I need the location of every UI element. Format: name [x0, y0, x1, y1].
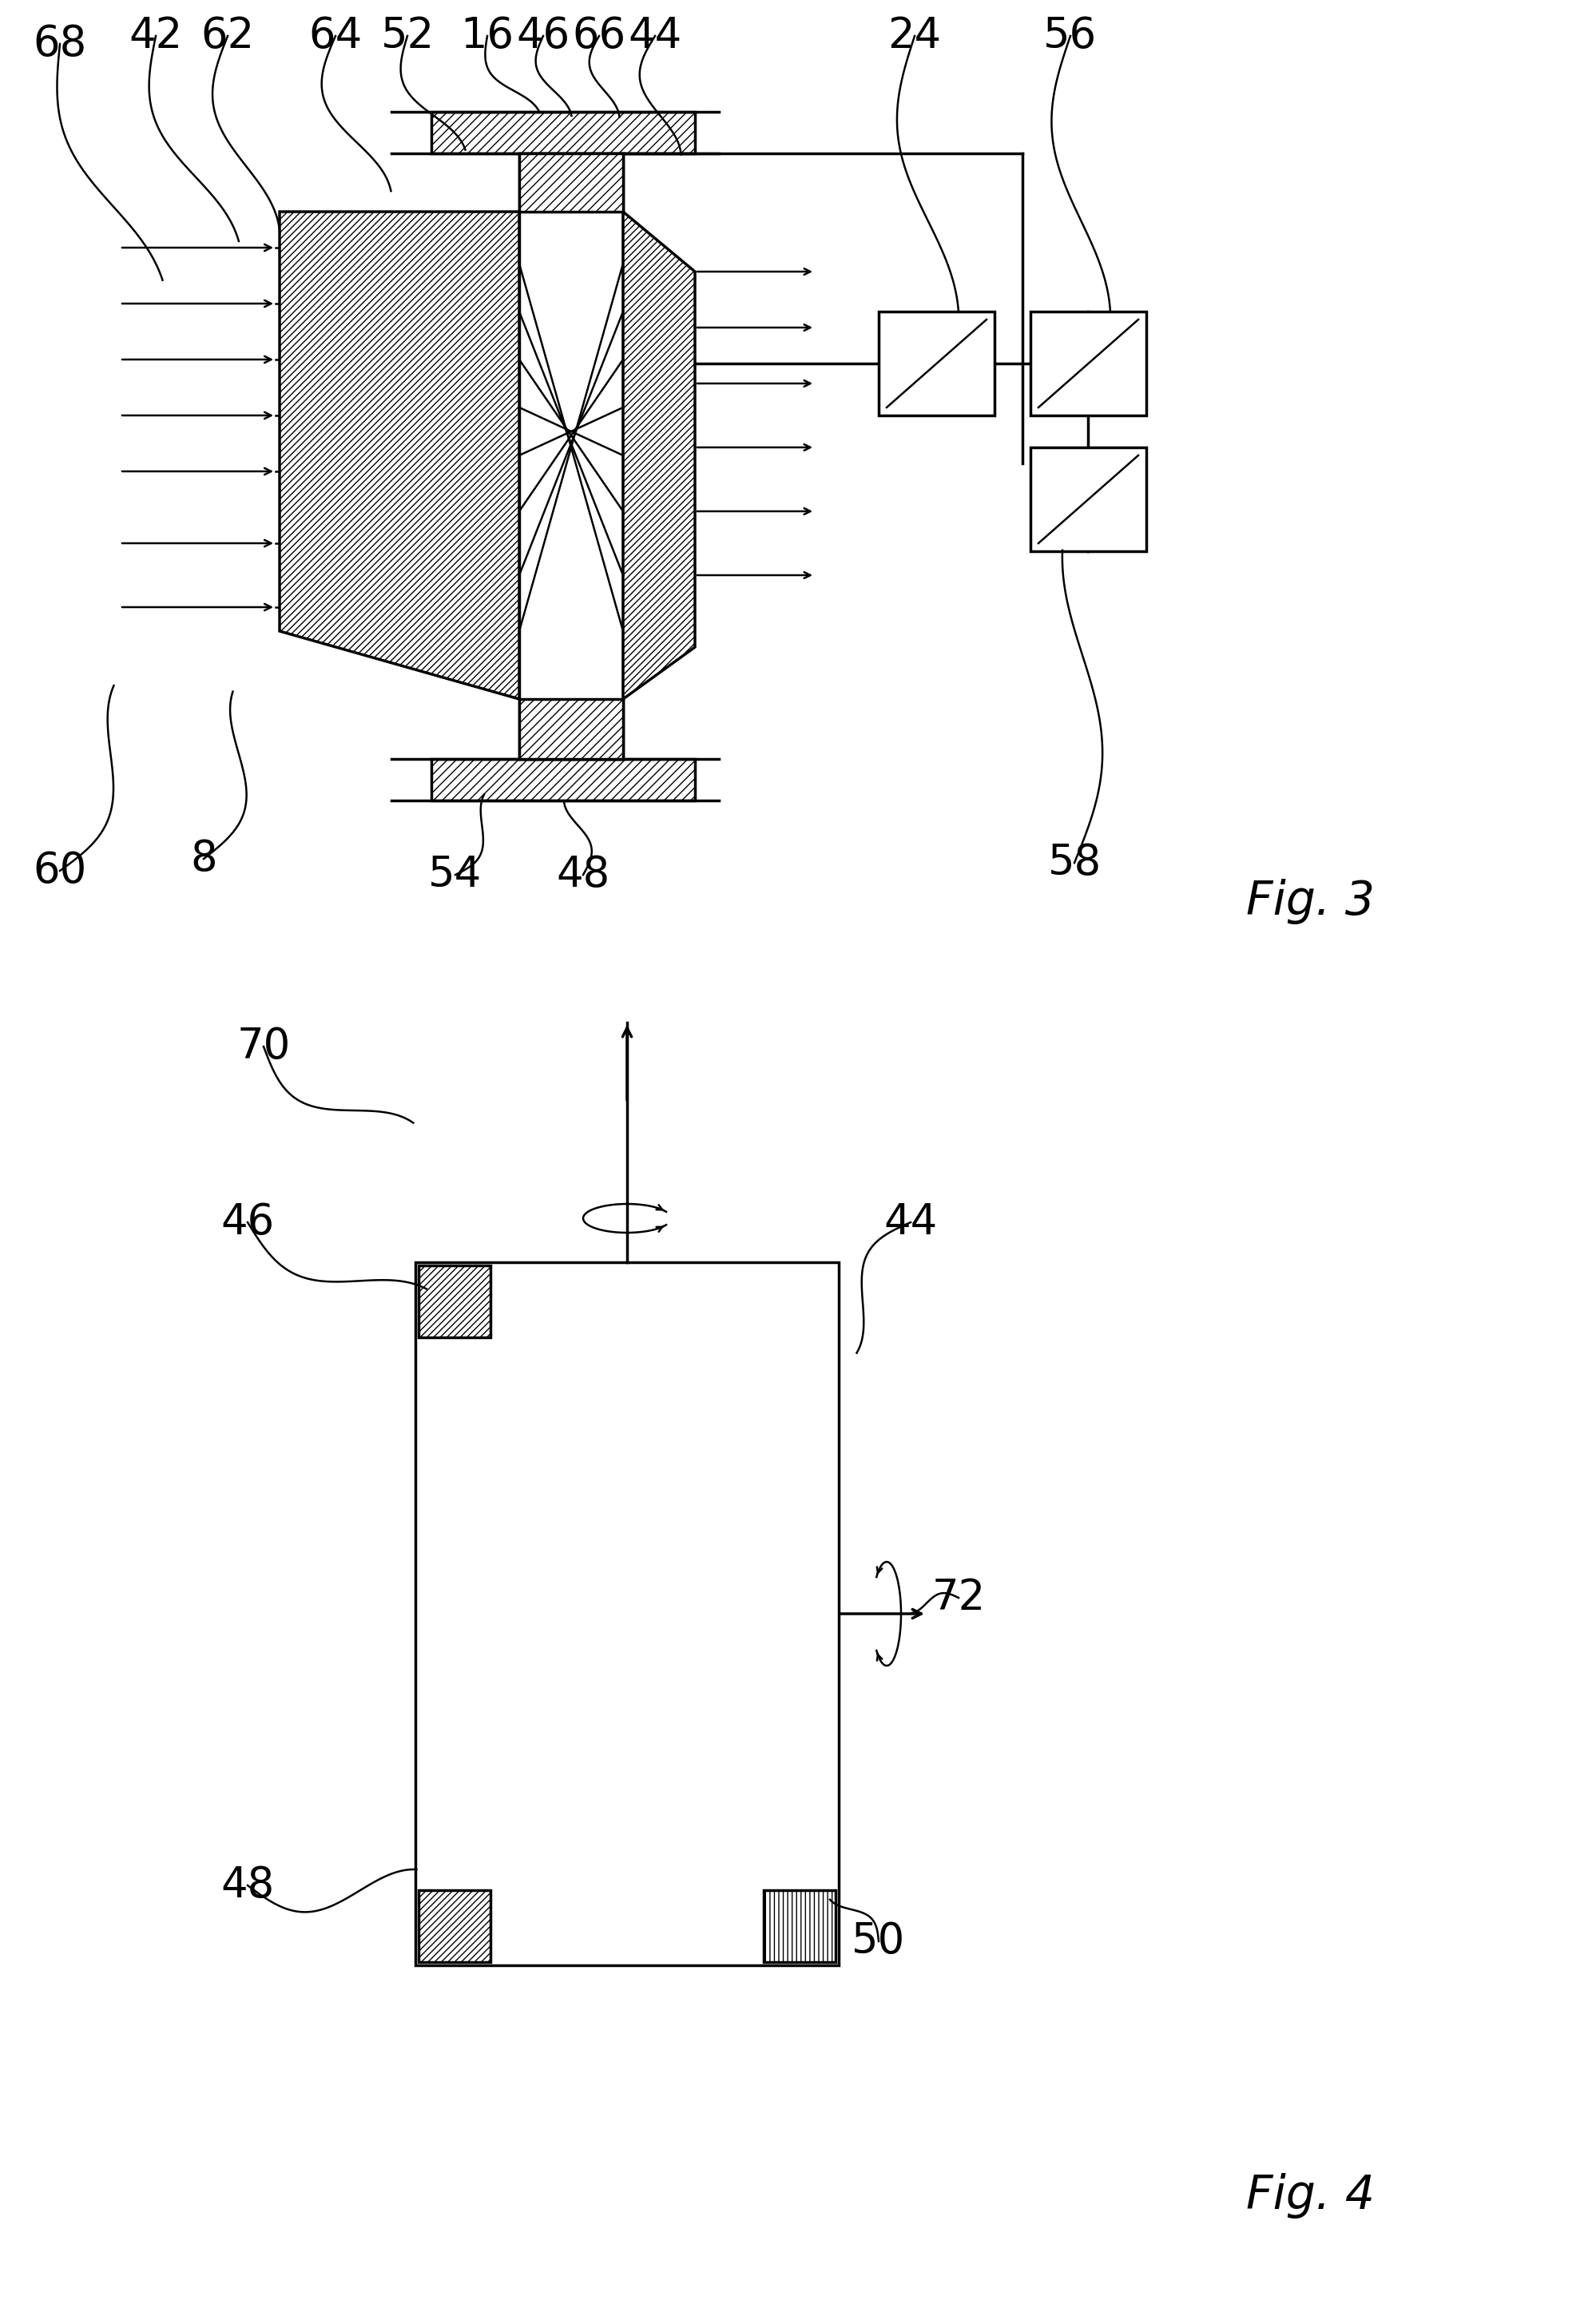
- Text: 54: 54: [428, 853, 482, 895]
- Text: 48: 48: [557, 853, 610, 895]
- Text: 48: 48: [220, 1863, 275, 1905]
- Text: Fig. 3: Fig. 3: [1246, 879, 1374, 925]
- Text: 42: 42: [129, 16, 182, 58]
- Bar: [418, 1891, 490, 1963]
- Bar: [1031, 312, 1146, 416]
- Text: 46: 46: [220, 1202, 275, 1244]
- Polygon shape: [279, 213, 519, 698]
- Text: 24: 24: [887, 16, 942, 58]
- Bar: [418, 1265, 490, 1336]
- Bar: [763, 1891, 836, 1963]
- Text: 62: 62: [201, 16, 254, 58]
- Text: 64: 64: [308, 16, 362, 58]
- Text: 70: 70: [236, 1027, 290, 1068]
- Text: 68: 68: [34, 23, 86, 65]
- Text: 16: 16: [461, 16, 514, 58]
- Bar: [1031, 449, 1146, 550]
- Text: 56: 56: [1044, 16, 1098, 58]
- Text: 44: 44: [629, 16, 681, 58]
- Bar: [519, 698, 622, 758]
- Text: 58: 58: [1047, 842, 1101, 883]
- Text: 44: 44: [884, 1202, 937, 1244]
- Text: 52: 52: [380, 16, 434, 58]
- Text: 66: 66: [573, 16, 626, 58]
- Bar: [519, 153, 622, 213]
- Text: Fig. 4: Fig. 4: [1246, 2173, 1374, 2220]
- Bar: [879, 312, 994, 416]
- Bar: [431, 111, 694, 153]
- Bar: [431, 758, 694, 800]
- Text: 46: 46: [517, 16, 570, 58]
- Text: 72: 72: [932, 1577, 985, 1618]
- Text: 60: 60: [34, 851, 86, 892]
- Polygon shape: [622, 213, 694, 698]
- Bar: [415, 1262, 839, 1965]
- Text: 8: 8: [190, 837, 217, 879]
- Bar: [519, 153, 622, 758]
- Text: 50: 50: [852, 1921, 905, 1963]
